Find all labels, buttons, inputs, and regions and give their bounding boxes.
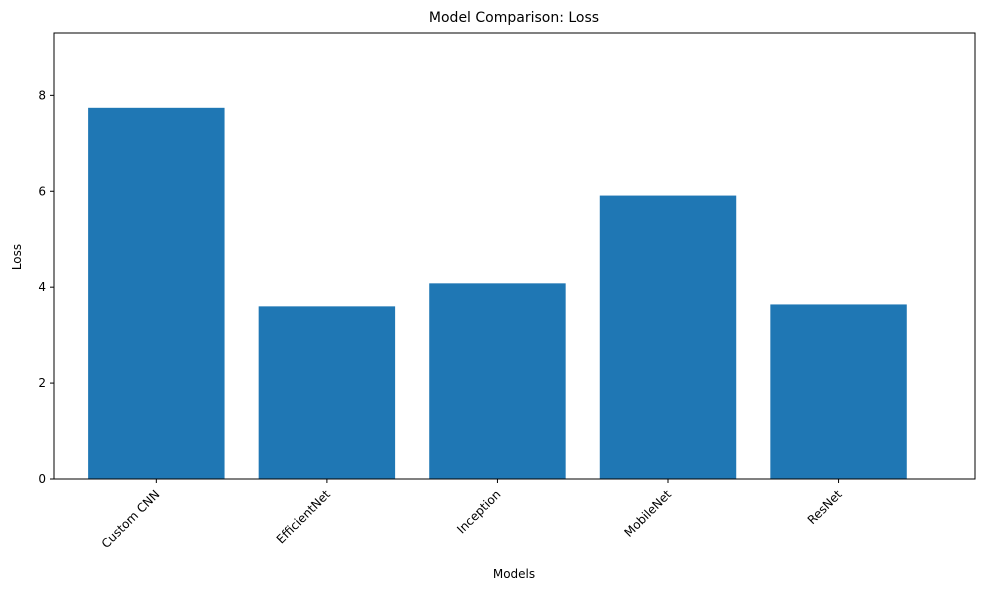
bar <box>770 304 907 479</box>
bars-layer <box>88 107 907 480</box>
x-tick-label: EfficientNet <box>274 487 334 547</box>
y-axis-label: Loss <box>10 244 24 270</box>
x-axis: Custom CNN EfficientNet Inception MobileNet… <box>99 479 845 551</box>
bar <box>599 195 737 479</box>
bar <box>88 107 225 480</box>
y-tick-label: 0 <box>38 472 46 486</box>
plot-frame <box>53 32 976 480</box>
y-tick-label: 6 <box>38 184 46 198</box>
bar <box>429 283 566 479</box>
x-tick-label: MobileNet <box>621 487 674 540</box>
chart-title: Model Comparison: Loss <box>429 10 599 26</box>
x-tick-label: Custom CNN <box>99 487 163 551</box>
y-axis: 0 2 4 6 8 <box>38 88 54 486</box>
y-tick-label: 2 <box>38 376 46 390</box>
bar <box>258 306 396 479</box>
y-tick-label: 4 <box>38 280 46 294</box>
x-axis-label: Models <box>493 567 535 581</box>
x-tick-label: ResNet <box>805 487 845 527</box>
y-tick-label: 8 <box>38 88 46 102</box>
x-tick-label: Inception <box>454 487 503 536</box>
